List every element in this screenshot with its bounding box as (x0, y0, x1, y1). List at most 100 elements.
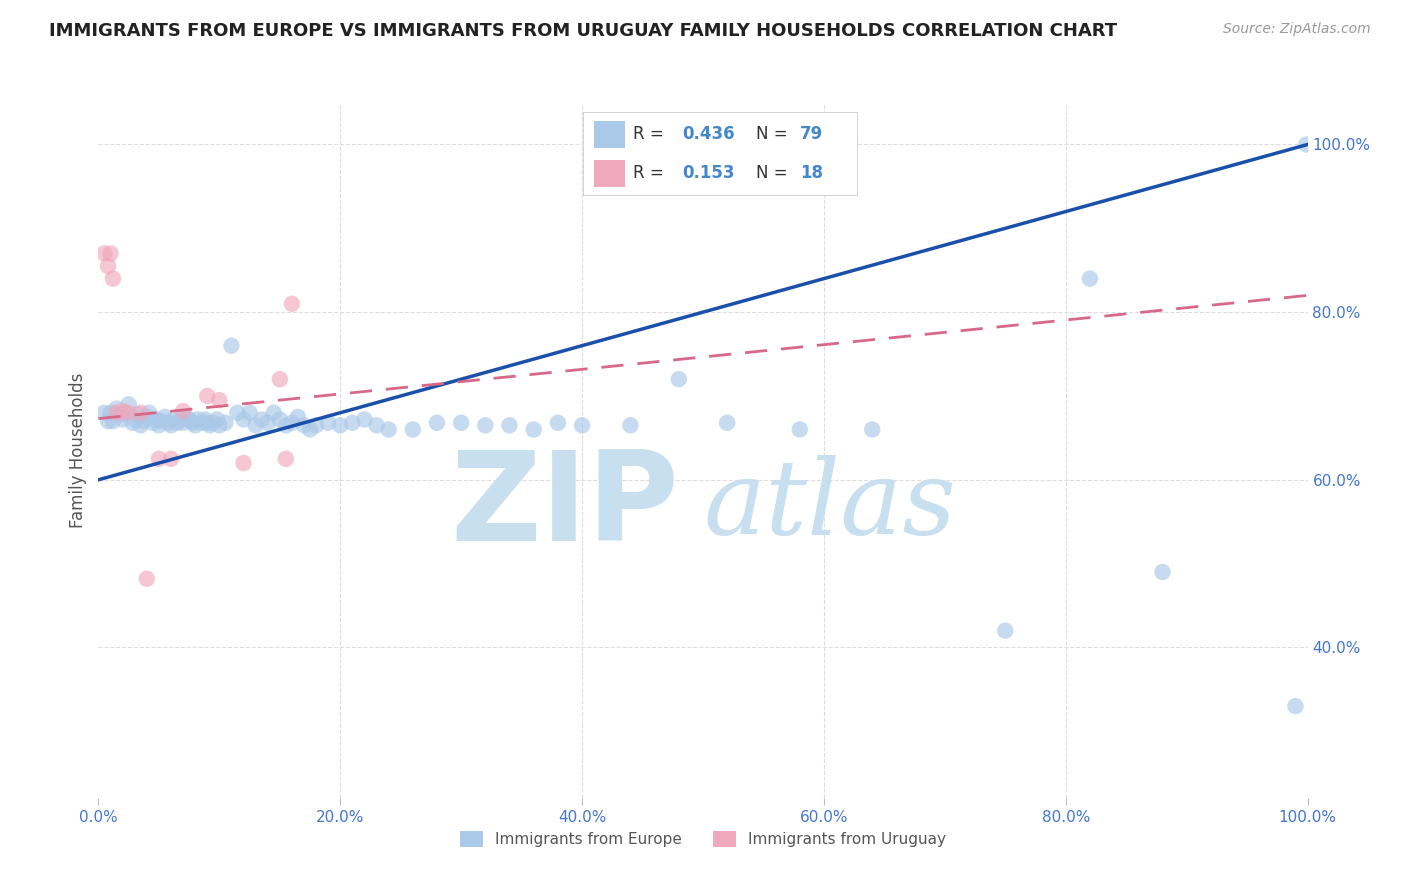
Immigrants from Uruguay (160, 451, 183, 466)
Immigrants from Europe (245, 418, 267, 433)
Text: N =: N = (756, 126, 787, 144)
Immigrants from Europe (263, 406, 285, 420)
Immigrants from Uruguay (274, 451, 297, 466)
Immigrants from Europe (166, 416, 188, 430)
Immigrants from Europe (450, 416, 472, 430)
Text: R =: R = (633, 126, 664, 144)
Immigrants from Uruguay (93, 246, 115, 260)
Immigrants from Uruguay (101, 271, 124, 285)
Immigrants from Europe (221, 339, 243, 353)
Immigrants from Uruguay (281, 297, 304, 311)
Immigrants from Europe (342, 416, 364, 430)
Immigrants from Europe (121, 416, 143, 430)
Immigrants from Europe (100, 406, 122, 420)
Immigrants from Europe (129, 418, 152, 433)
Immigrants from Europe (239, 406, 262, 420)
Immigrants from Europe (547, 416, 569, 430)
Immigrants from Europe (474, 418, 496, 433)
Immigrants from Europe (181, 416, 204, 430)
Immigrants from Europe (377, 423, 399, 437)
Immigrants from Europe (150, 414, 173, 428)
Immigrants from Europe (157, 416, 180, 430)
Immigrants from Europe (169, 412, 191, 426)
Text: R =: R = (633, 164, 664, 182)
Text: 0.153: 0.153 (682, 164, 735, 182)
Immigrants from Europe (305, 418, 328, 433)
Immigrants from Uruguay (129, 406, 152, 420)
Immigrants from Europe (138, 406, 160, 420)
Immigrants from Europe (162, 412, 184, 426)
Immigrants from Europe (190, 416, 212, 430)
Immigrants from Uruguay (111, 404, 134, 418)
Immigrants from Europe (1078, 271, 1101, 285)
Immigrants from Europe (205, 412, 228, 426)
Immigrants from Europe (860, 423, 883, 437)
Immigrants from Europe (281, 416, 304, 430)
Immigrants from Uruguay (208, 393, 231, 408)
Immigrants from Uruguay (232, 456, 254, 470)
Immigrants from Europe (1295, 137, 1317, 152)
Immigrants from Europe (250, 412, 273, 426)
Immigrants from Uruguay (195, 389, 218, 403)
Immigrants from Europe (148, 418, 170, 433)
Immigrants from Europe (287, 409, 309, 424)
Immigrants from Europe (118, 397, 141, 411)
Immigrants from Europe (353, 412, 375, 426)
Text: 79: 79 (800, 126, 824, 144)
Immigrants from Europe (523, 423, 546, 437)
Immigrants from Europe (274, 418, 297, 433)
Immigrants from Europe (366, 418, 388, 433)
Immigrants from Europe (97, 414, 120, 428)
Text: Source: ZipAtlas.com: Source: ZipAtlas.com (1223, 22, 1371, 37)
Immigrants from Europe (994, 624, 1017, 638)
Immigrants from Europe (124, 412, 146, 426)
Immigrants from Europe (789, 423, 811, 437)
Immigrants from Europe (619, 418, 641, 433)
Immigrants from Europe (208, 418, 231, 433)
Immigrants from Europe (256, 416, 278, 430)
Immigrants from Uruguay (148, 451, 170, 466)
Immigrants from Europe (101, 414, 124, 428)
Immigrants from Europe (172, 416, 194, 430)
Immigrants from Europe (184, 418, 207, 433)
Text: N =: N = (756, 164, 787, 182)
Immigrants from Europe (668, 372, 690, 386)
Legend: Immigrants from Europe, Immigrants from Uruguay: Immigrants from Europe, Immigrants from … (454, 825, 952, 854)
Immigrants from Europe (195, 416, 218, 430)
Immigrants from Europe (127, 408, 149, 422)
Immigrants from Europe (160, 418, 183, 433)
Immigrants from Europe (329, 418, 352, 433)
Immigrants from Europe (198, 418, 221, 433)
Immigrants from Uruguay (97, 259, 120, 273)
Immigrants from Europe (145, 412, 167, 426)
Immigrants from Europe (179, 412, 201, 426)
Immigrants from Europe (1152, 565, 1174, 579)
Immigrants from Europe (108, 408, 131, 422)
Immigrants from Europe (105, 401, 128, 416)
Immigrants from Europe (194, 412, 217, 426)
Immigrants from Europe (426, 416, 449, 430)
Immigrants from Europe (93, 406, 115, 420)
Bar (595, 120, 624, 148)
Immigrants from Europe (153, 409, 176, 424)
Immigrants from Europe (226, 406, 249, 420)
Immigrants from Europe (1284, 699, 1306, 714)
Immigrants from Europe (114, 406, 136, 420)
Text: 18: 18 (800, 164, 823, 182)
Immigrants from Europe (202, 416, 225, 430)
Immigrants from Uruguay (172, 404, 194, 418)
Y-axis label: Family Households: Family Households (69, 373, 87, 528)
Immigrants from Europe (269, 412, 291, 426)
Immigrants from Europe (214, 416, 236, 430)
Immigrants from Europe (187, 412, 209, 426)
Text: atlas: atlas (703, 456, 956, 557)
Immigrants from Europe (299, 423, 322, 437)
Immigrants from Uruguay (269, 372, 291, 386)
Text: IMMIGRANTS FROM EUROPE VS IMMIGRANTS FROM URUGUAY FAMILY HOUSEHOLDS CORRELATION : IMMIGRANTS FROM EUROPE VS IMMIGRANTS FRO… (49, 22, 1118, 40)
Immigrants from Uruguay (135, 572, 157, 586)
Immigrants from Europe (571, 418, 593, 433)
Immigrants from Europe (292, 418, 315, 433)
Immigrants from Europe (174, 409, 197, 424)
Immigrants from Europe (142, 416, 165, 430)
Immigrants from Europe (316, 416, 339, 430)
